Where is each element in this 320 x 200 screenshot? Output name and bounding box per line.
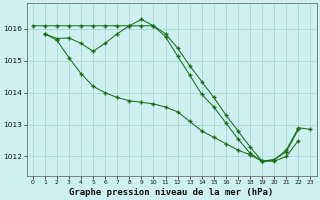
X-axis label: Graphe pression niveau de la mer (hPa): Graphe pression niveau de la mer (hPa) <box>69 188 274 197</box>
